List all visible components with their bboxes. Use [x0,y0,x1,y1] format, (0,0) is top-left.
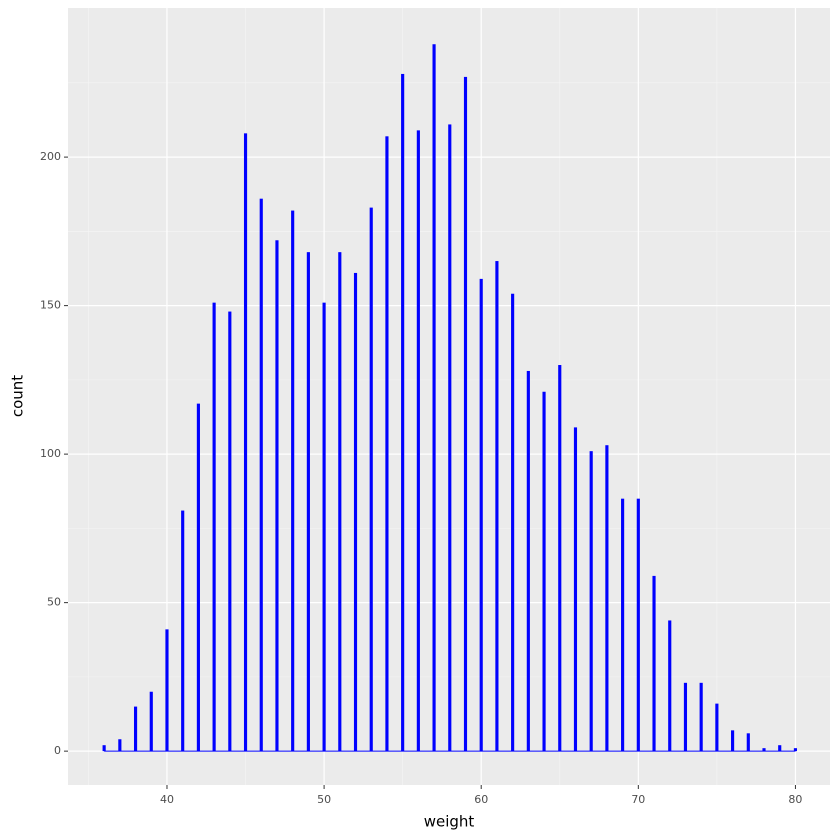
bar [746,733,750,752]
x-tick-label: 60 [474,793,488,806]
y-tick-label: 100 [40,447,61,460]
bar [479,278,483,752]
bar [511,293,515,752]
bar [291,210,295,752]
bar [149,691,153,752]
bar [243,133,248,752]
bar [401,73,405,752]
x-tick-label: 70 [631,793,645,806]
bar [621,498,625,752]
y-tick-label: 200 [40,150,61,163]
bar [762,748,766,752]
bar [668,620,672,752]
bar [133,706,138,752]
x-axis-title: weight [424,813,475,831]
bar [338,252,342,752]
y-tick-label: 150 [40,299,61,312]
bar [558,365,562,752]
y-axis-title: count [9,375,27,417]
bar [636,498,640,752]
bar [699,682,703,752]
bar [683,682,688,752]
x-tick-label: 80 [788,793,802,806]
bar [463,76,468,752]
bar [715,703,719,752]
bar [778,745,782,752]
bar [385,136,389,752]
bar [102,745,106,752]
bar [118,739,122,752]
bar [448,124,452,752]
bar [731,730,735,752]
bar [495,261,499,752]
y-tick-label: 0 [54,744,61,757]
bar [212,302,216,752]
bar [416,130,420,752]
bar [259,198,263,752]
bar [275,240,279,752]
x-tick-label: 50 [317,793,331,806]
bar [306,252,310,752]
bar [181,510,185,752]
bar [542,391,546,752]
bar [793,748,798,752]
bar [322,302,326,752]
x-tick-label: 40 [160,793,174,806]
bar [353,272,358,752]
bar [573,427,578,752]
bar [432,44,436,752]
bar [605,445,609,752]
y-tick-label: 50 [47,596,61,609]
bar [369,207,373,752]
bar [196,403,200,752]
bar [652,575,656,752]
bar [165,629,169,752]
bar [526,370,530,752]
bar [228,311,232,752]
bar [589,451,593,752]
